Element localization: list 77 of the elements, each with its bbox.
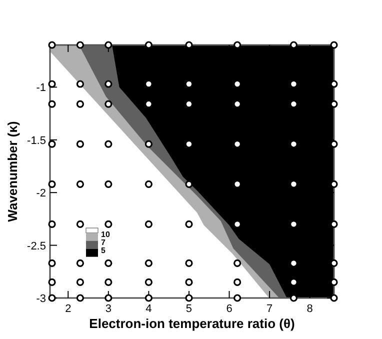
point bbox=[48, 294, 56, 302]
point bbox=[144, 140, 152, 148]
point bbox=[76, 41, 84, 49]
point bbox=[76, 80, 84, 88]
point bbox=[185, 294, 193, 302]
point bbox=[144, 220, 152, 228]
point bbox=[144, 278, 152, 286]
point bbox=[234, 101, 240, 107]
point bbox=[76, 100, 84, 108]
point bbox=[330, 294, 338, 302]
x-axis-title: Electron-ion temperature ratio (θ) bbox=[89, 316, 295, 331]
point bbox=[48, 180, 56, 188]
point bbox=[48, 140, 56, 148]
point bbox=[104, 294, 112, 302]
point bbox=[48, 41, 56, 49]
point bbox=[234, 278, 242, 286]
x-tick-label: 3 bbox=[105, 303, 112, 315]
point bbox=[146, 81, 152, 87]
point bbox=[234, 182, 240, 187]
x-tick-label: 7 bbox=[266, 303, 273, 315]
point bbox=[104, 100, 112, 108]
point bbox=[186, 101, 192, 107]
point bbox=[144, 180, 152, 188]
point bbox=[234, 81, 240, 87]
point bbox=[104, 140, 112, 148]
point bbox=[144, 259, 152, 268]
point bbox=[104, 259, 112, 268]
legend-label: 7 bbox=[101, 238, 106, 247]
point bbox=[186, 141, 192, 147]
point bbox=[291, 101, 296, 107]
legend-label: 5 bbox=[101, 246, 106, 255]
point bbox=[76, 220, 84, 228]
x-tick-label: 2 bbox=[65, 303, 72, 315]
x-tick-label: 8 bbox=[306, 303, 313, 315]
point bbox=[48, 259, 56, 268]
point bbox=[291, 81, 296, 87]
point bbox=[146, 101, 152, 107]
point bbox=[185, 180, 193, 188]
point bbox=[291, 222, 296, 227]
point bbox=[291, 182, 296, 187]
point bbox=[48, 100, 56, 108]
point bbox=[291, 260, 296, 266]
x-tick-label: 6 bbox=[226, 303, 232, 315]
point bbox=[76, 259, 84, 268]
point bbox=[234, 259, 242, 268]
point bbox=[185, 220, 193, 228]
point bbox=[104, 80, 112, 88]
point bbox=[76, 180, 84, 188]
point bbox=[234, 294, 242, 302]
point bbox=[185, 259, 193, 268]
point bbox=[48, 278, 56, 286]
point bbox=[234, 222, 240, 227]
y-tick-label: -3 bbox=[36, 293, 46, 305]
point bbox=[104, 41, 112, 49]
point bbox=[48, 80, 56, 88]
point bbox=[76, 294, 84, 302]
point bbox=[48, 220, 56, 228]
point bbox=[186, 81, 192, 87]
point bbox=[291, 280, 296, 285]
point bbox=[104, 220, 112, 228]
point bbox=[234, 141, 240, 147]
y-tick-label: -2.5 bbox=[27, 240, 46, 252]
x-tick-label: 5 bbox=[186, 303, 192, 315]
legend-label: 10 bbox=[101, 230, 110, 239]
point bbox=[104, 180, 112, 188]
point bbox=[144, 294, 152, 302]
y-tick-label: -1.5 bbox=[27, 134, 46, 147]
point bbox=[76, 278, 84, 286]
x-tick-label: 4 bbox=[146, 303, 152, 315]
y-tick-label: -2 bbox=[36, 188, 46, 200]
point bbox=[330, 41, 338, 49]
point bbox=[291, 141, 296, 147]
y-axis-title: Wavenumber (κ) bbox=[5, 121, 20, 222]
point bbox=[185, 278, 193, 286]
point bbox=[104, 278, 112, 286]
point bbox=[76, 140, 84, 148]
y-tick-label: -1 bbox=[36, 82, 46, 94]
